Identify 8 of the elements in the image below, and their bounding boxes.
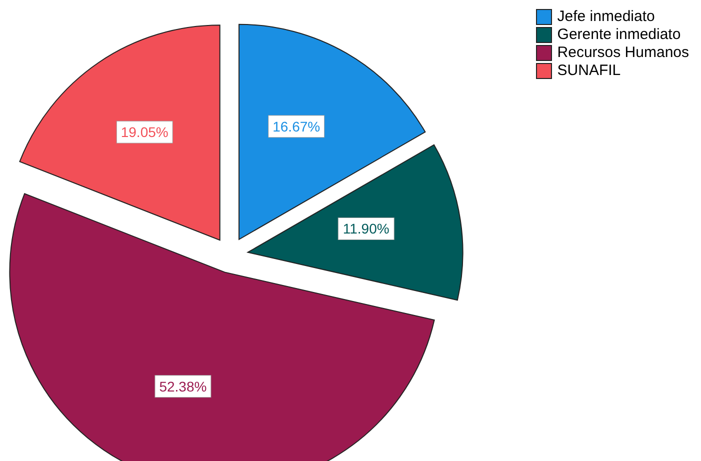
data-label: 52.38%	[159, 378, 207, 394]
legend-label: Gerente inmediato	[557, 26, 681, 44]
legend-label: Jefe inmediato	[557, 8, 655, 26]
data-label: 16.67%	[272, 118, 320, 134]
data-label: 19.05%	[120, 124, 168, 140]
legend-label: SUNAFIL	[557, 62, 621, 80]
data-label: 11.90%	[342, 220, 390, 237]
legend-label: Recursos Humanos	[557, 44, 689, 62]
